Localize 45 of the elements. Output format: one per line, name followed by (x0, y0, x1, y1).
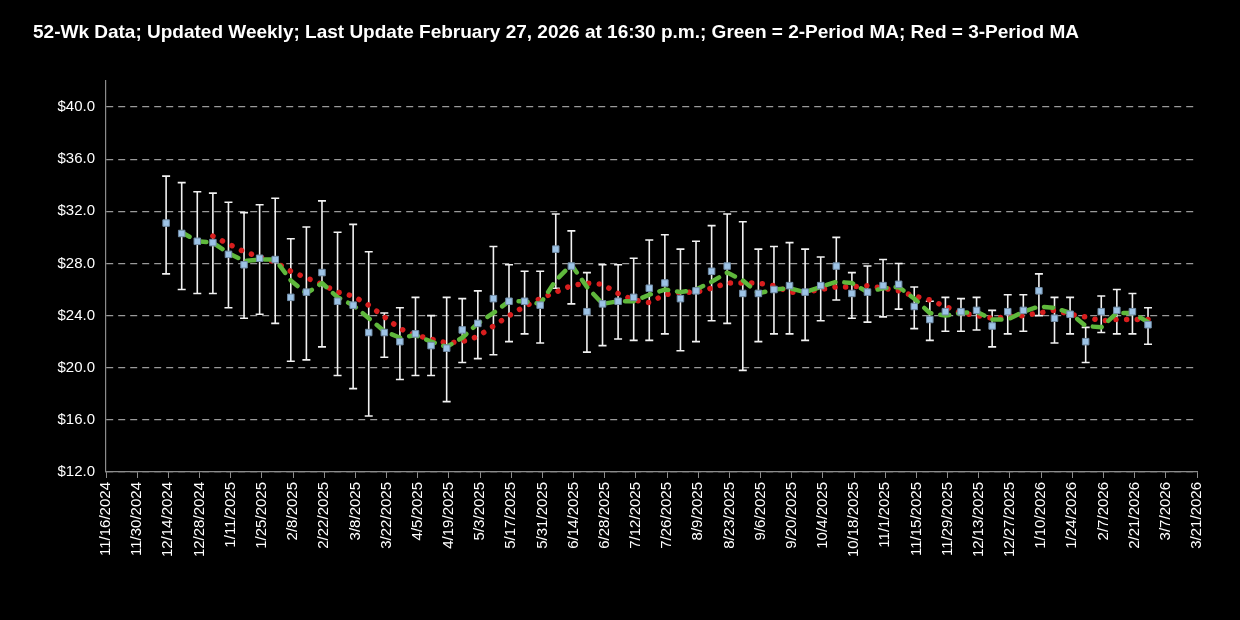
x-tick-label: 12/27/2025 (1000, 482, 1018, 558)
x-tick-label: 6/14/2025 (563, 482, 581, 549)
y-tick-label: $40.0 (57, 97, 95, 115)
x-tick-label: 5/31/2025 (532, 482, 550, 549)
x-tick-label: 7/26/2025 (657, 482, 675, 549)
x-tick-label: 5/17/2025 (501, 482, 519, 549)
x-tick-label: 2/22/2025 (314, 482, 332, 549)
x-tick-label: 11/15/2025 (906, 482, 924, 556)
x-tick-label: 1/11/2025 (220, 482, 238, 548)
x-tick-label: 12/13/2025 (968, 482, 986, 558)
x-tick-label: 1/24/2026 (1062, 482, 1080, 549)
x-tick-label: 10/18/2025 (844, 482, 862, 558)
x-tick-label: 5/3/2025 (470, 482, 488, 541)
x-tick-label: 4/19/2025 (439, 482, 457, 549)
x-tick-label: 7/12/2025 (626, 482, 644, 549)
x-tick-label: 11/1/2025 (875, 482, 893, 548)
y-tick-label: $36.0 (57, 149, 95, 167)
y-tick-label: $12.0 (57, 462, 95, 480)
x-tick-label: 8/9/2025 (688, 482, 706, 541)
x-tick-label: 12/14/2024 (158, 482, 176, 558)
x-tick-label: 11/16/2024 (96, 482, 114, 556)
y-tick-label: $16.0 (57, 410, 95, 428)
x-tick-label: 3/22/2025 (376, 482, 394, 549)
x-tick-label: 12/28/2024 (189, 482, 207, 558)
x-tick-label: 3/8/2025 (345, 482, 363, 541)
y-tick-label: $20.0 (57, 357, 95, 375)
x-tick-label: 11/30/2024 (127, 482, 145, 556)
x-tick-label: 9/6/2025 (750, 482, 768, 541)
x-tick-label: 3/21/2026 (1187, 482, 1205, 549)
x-tick-label: 8/23/2025 (719, 482, 737, 549)
x-tick-label: 2/21/2026 (1124, 482, 1142, 549)
y-tick-label: $32.0 (57, 201, 95, 219)
x-tick-label: 10/4/2025 (813, 482, 831, 549)
x-tick-label: 11/29/2025 (937, 482, 955, 556)
x-tick-label: 6/28/2025 (594, 482, 612, 549)
x-tick-label: 3/7/2026 (1155, 482, 1173, 541)
x-tick-label: 9/20/2025 (781, 482, 799, 549)
x-tick-label: 1/10/2026 (1031, 482, 1049, 549)
y-tick-label: $28.0 (57, 253, 95, 271)
x-tick-label: 2/7/2026 (1093, 482, 1111, 541)
chart-title: 52-Wk Data; Updated Weekly; Last Update February 27, 2026 at 16:30 p.m.; Green = 2-Period MA; Red = 3-Period MA (33, 21, 1080, 43)
x-tick-label: 2/8/2025 (283, 482, 301, 541)
y-tick-label: $24.0 (57, 305, 95, 323)
x-tick-label: 4/5/2025 (407, 482, 425, 541)
x-tick-label: 1/25/2025 (252, 482, 269, 549)
